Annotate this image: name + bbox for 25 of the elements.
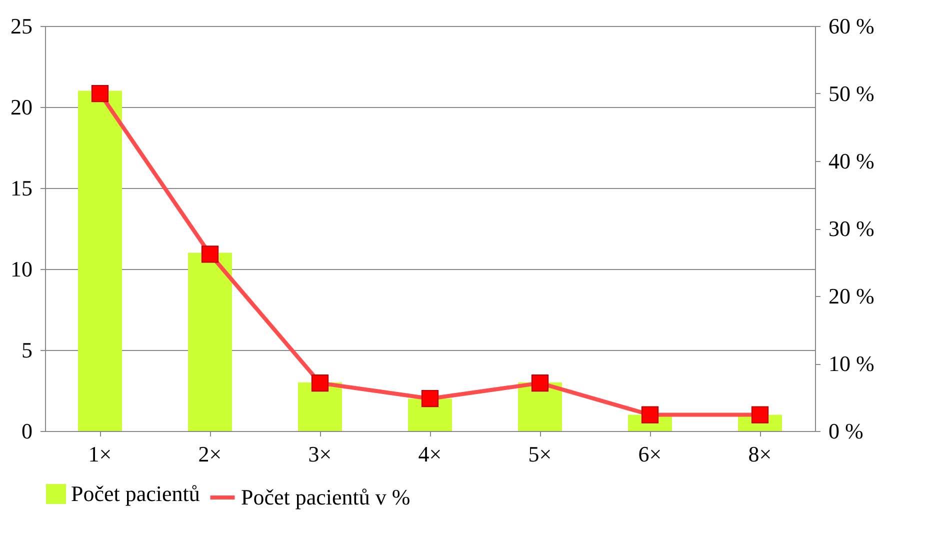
y-tick-label: 15 bbox=[10, 176, 32, 200]
y-tick-label: 10 bbox=[10, 256, 32, 282]
x-tick-label: 8× bbox=[748, 442, 772, 466]
y2-tick-label: 10 % bbox=[828, 351, 874, 376]
legend-label: Počet pacientů bbox=[71, 481, 200, 506]
y2-tick-label: 0 % bbox=[828, 418, 864, 444]
y-tick-label: 20 bbox=[10, 94, 32, 120]
x-tick-label: 5× bbox=[528, 442, 552, 466]
x-tick-label: 4× bbox=[418, 442, 442, 466]
y2-tick-label: 50 % bbox=[828, 81, 874, 106]
y2-tick-label: 40 % bbox=[828, 148, 874, 174]
y2-tick-label: 30 % bbox=[828, 216, 874, 241]
x-tick-label: 2× bbox=[198, 442, 222, 466]
legend-label: Počet pacientů v % bbox=[241, 484, 410, 510]
y2-tick-label: 60 % bbox=[828, 14, 874, 38]
y-tick-label: 5 bbox=[22, 338, 32, 362]
y-tick-label: 0 bbox=[22, 418, 32, 444]
x-tick-label: 3× bbox=[308, 442, 332, 466]
y-tick-label: 25 bbox=[10, 14, 32, 38]
bar bbox=[78, 90, 122, 431]
x-tick-label: 6× bbox=[638, 442, 662, 466]
bar bbox=[188, 252, 232, 431]
x-tick-label: 1× bbox=[88, 442, 112, 466]
y2-tick-label: 20 % bbox=[828, 284, 874, 308]
bar bbox=[298, 382, 342, 431]
